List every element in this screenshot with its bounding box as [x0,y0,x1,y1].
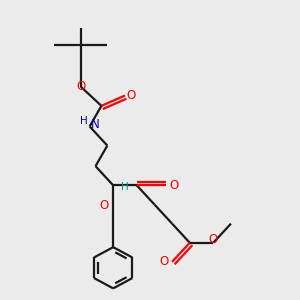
Text: O: O [99,200,108,212]
Text: O: O [76,80,86,93]
Text: O: O [159,255,169,268]
Text: O: O [209,233,218,246]
Text: O: O [170,179,179,192]
Text: N: N [91,118,99,131]
Text: O: O [127,89,136,102]
Text: H: H [80,116,88,126]
Text: H: H [121,182,128,192]
